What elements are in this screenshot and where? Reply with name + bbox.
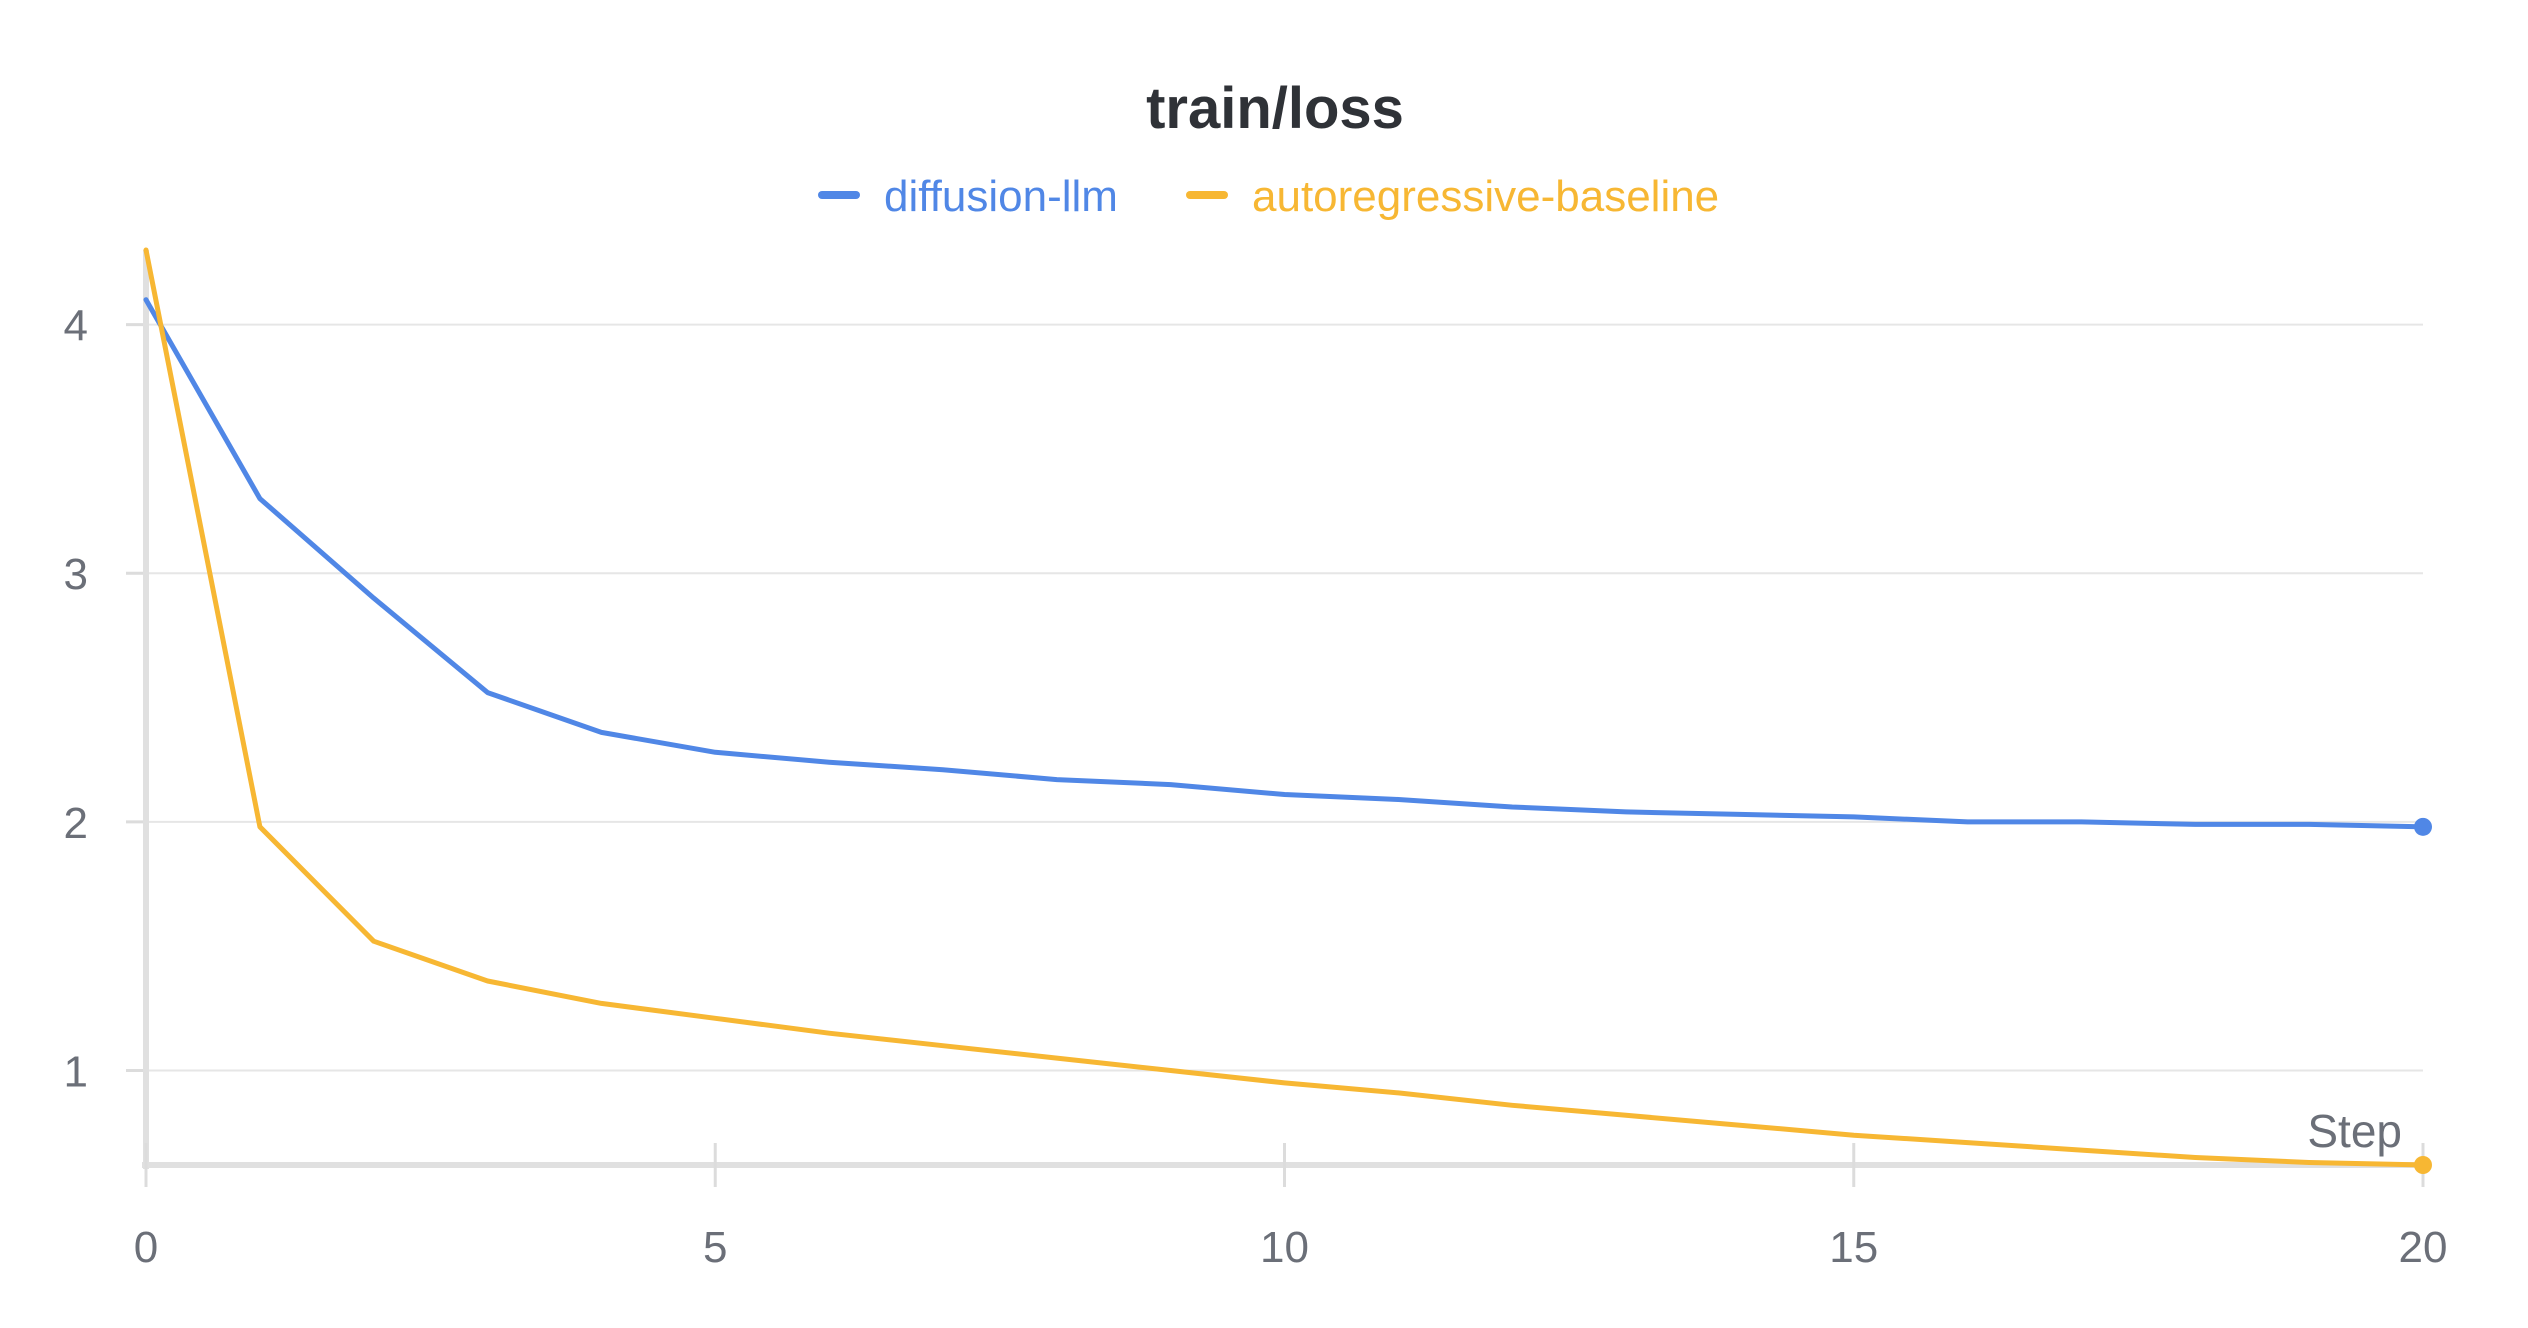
legend-label-autoregressive-baseline: autoregressive-baseline <box>1252 172 1719 221</box>
x-tick-label-15: 15 <box>1829 1223 1878 1272</box>
series-line-autoregressive-baseline <box>143 247 2426 1168</box>
y-tick-label-4: 4 <box>64 302 88 351</box>
series-endpoint-diffusion-llm[interactable] <box>2414 817 2432 836</box>
tick-labels: 1 2 3 4 0 5 10 15 20 <box>64 302 2448 1272</box>
x-tick-label-0: 0 <box>134 1223 158 1272</box>
chart-title: train/loss <box>1146 76 1404 141</box>
x-tick-label-5: 5 <box>703 1223 727 1272</box>
legend: diffusion-llm autoregressive-baseline <box>818 172 1719 221</box>
legend-swatch-autoregressive-baseline <box>1186 191 1228 199</box>
series-lines <box>143 247 2432 1174</box>
legend-item-diffusion-llm[interactable]: diffusion-llm <box>818 172 1118 221</box>
grid-lines <box>146 323 2423 1072</box>
x-tick-label-10: 10 <box>1260 1223 1309 1272</box>
y-tick-label-2: 2 <box>64 799 88 848</box>
y-tick-label-1: 1 <box>64 1048 88 1097</box>
x-axis-title: Step <box>2307 1105 2402 1157</box>
series-line-diffusion-llm <box>143 297 2426 830</box>
legend-swatch-diffusion-llm <box>818 191 860 199</box>
series-endpoint-autoregressive-baseline[interactable] <box>2414 1156 2432 1174</box>
axes <box>126 250 2427 1187</box>
legend-item-autoregressive-baseline[interactable]: autoregressive-baseline <box>1186 172 1719 221</box>
x-tick-label-20: 20 <box>2399 1223 2448 1272</box>
legend-label-diffusion-llm: diffusion-llm <box>884 172 1118 221</box>
y-tick-label-3: 3 <box>64 550 88 599</box>
